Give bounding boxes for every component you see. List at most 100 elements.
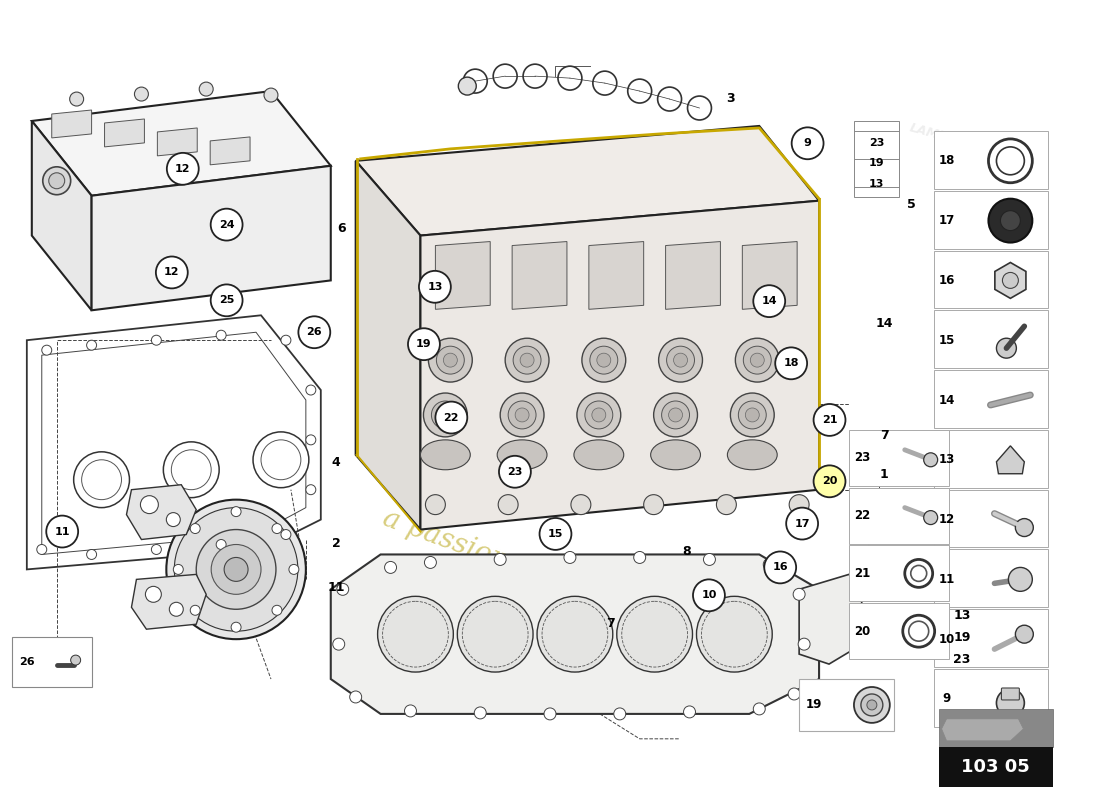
Bar	[934, 370, 1048, 428]
Circle shape	[439, 408, 452, 422]
Text: 15: 15	[548, 529, 563, 539]
Circle shape	[508, 401, 536, 429]
Circle shape	[1015, 626, 1033, 643]
Circle shape	[617, 596, 693, 672]
Circle shape	[494, 554, 506, 566]
Circle shape	[792, 127, 824, 159]
Text: 10: 10	[938, 633, 955, 646]
Text: 14: 14	[876, 317, 893, 330]
Circle shape	[190, 606, 200, 615]
Text: 24: 24	[219, 220, 234, 230]
Text: 19: 19	[869, 158, 884, 168]
Text: 11: 11	[938, 573, 955, 586]
Circle shape	[458, 596, 534, 672]
Text: 22: 22	[443, 413, 459, 422]
Circle shape	[231, 622, 241, 632]
Circle shape	[498, 494, 518, 514]
FancyBboxPatch shape	[938, 746, 1053, 786]
Circle shape	[167, 153, 199, 185]
Circle shape	[377, 596, 453, 672]
Circle shape	[443, 353, 458, 367]
Polygon shape	[742, 242, 797, 310]
Polygon shape	[942, 719, 1023, 741]
Text: LAMBORGHINI: LAMBORGHINI	[909, 122, 1009, 160]
Circle shape	[172, 450, 211, 490]
Circle shape	[190, 523, 200, 534]
Circle shape	[537, 596, 613, 672]
Text: 20: 20	[822, 476, 837, 486]
Polygon shape	[91, 166, 331, 310]
Circle shape	[261, 440, 301, 480]
Text: 26: 26	[19, 657, 34, 667]
Circle shape	[571, 494, 591, 514]
Circle shape	[437, 346, 464, 374]
Bar	[849, 430, 948, 486]
Polygon shape	[355, 126, 820, 235]
Circle shape	[196, 530, 276, 610]
Circle shape	[145, 586, 162, 602]
Polygon shape	[32, 121, 91, 310]
Polygon shape	[666, 242, 720, 310]
Circle shape	[272, 523, 282, 534]
Bar	[849, 603, 948, 659]
Circle shape	[989, 198, 1032, 242]
Bar	[934, 250, 1048, 308]
Bar	[934, 310, 1048, 368]
Circle shape	[539, 518, 571, 550]
Circle shape	[426, 494, 446, 514]
Circle shape	[289, 565, 299, 574]
Text: 25: 25	[219, 295, 234, 306]
Circle shape	[661, 401, 690, 429]
Circle shape	[280, 530, 290, 539]
Text: 6: 6	[338, 222, 346, 235]
Text: 103 05: 103 05	[961, 758, 1030, 776]
Circle shape	[793, 588, 805, 600]
Text: 11: 11	[54, 526, 70, 537]
Circle shape	[750, 353, 764, 367]
Polygon shape	[420, 201, 820, 530]
Circle shape	[776, 347, 807, 379]
Bar	[934, 490, 1048, 547]
Circle shape	[499, 456, 531, 488]
Circle shape	[683, 706, 695, 718]
Text: 3: 3	[727, 92, 735, 105]
Text: 19: 19	[954, 631, 971, 644]
Circle shape	[350, 691, 362, 703]
Circle shape	[166, 500, 306, 639]
Text: 13: 13	[954, 609, 971, 622]
Circle shape	[585, 401, 613, 429]
Circle shape	[746, 408, 759, 422]
Text: 20: 20	[854, 625, 870, 638]
Text: 9: 9	[804, 138, 812, 148]
Circle shape	[306, 435, 316, 445]
Polygon shape	[331, 554, 820, 714]
Circle shape	[431, 401, 460, 429]
Polygon shape	[355, 161, 420, 530]
Text: 12: 12	[175, 164, 190, 174]
Circle shape	[70, 655, 80, 665]
Circle shape	[174, 565, 184, 574]
Circle shape	[564, 551, 576, 563]
Circle shape	[87, 340, 97, 350]
Text: 15: 15	[938, 334, 955, 346]
Circle shape	[424, 393, 468, 437]
Circle shape	[425, 557, 437, 569]
Circle shape	[385, 562, 396, 574]
Bar	[934, 430, 1048, 488]
Circle shape	[217, 539, 227, 550]
Circle shape	[134, 87, 148, 101]
Circle shape	[1009, 567, 1032, 591]
Circle shape	[156, 257, 188, 288]
Polygon shape	[513, 242, 566, 310]
Circle shape	[597, 353, 611, 367]
Circle shape	[87, 550, 97, 559]
Text: 1: 1	[880, 468, 889, 481]
Circle shape	[544, 708, 556, 720]
Circle shape	[854, 687, 890, 723]
Ellipse shape	[574, 440, 624, 470]
Circle shape	[644, 494, 663, 514]
Circle shape	[814, 404, 846, 436]
Bar	[849, 546, 948, 602]
Text: 9: 9	[943, 693, 950, 706]
Bar	[934, 131, 1048, 189]
